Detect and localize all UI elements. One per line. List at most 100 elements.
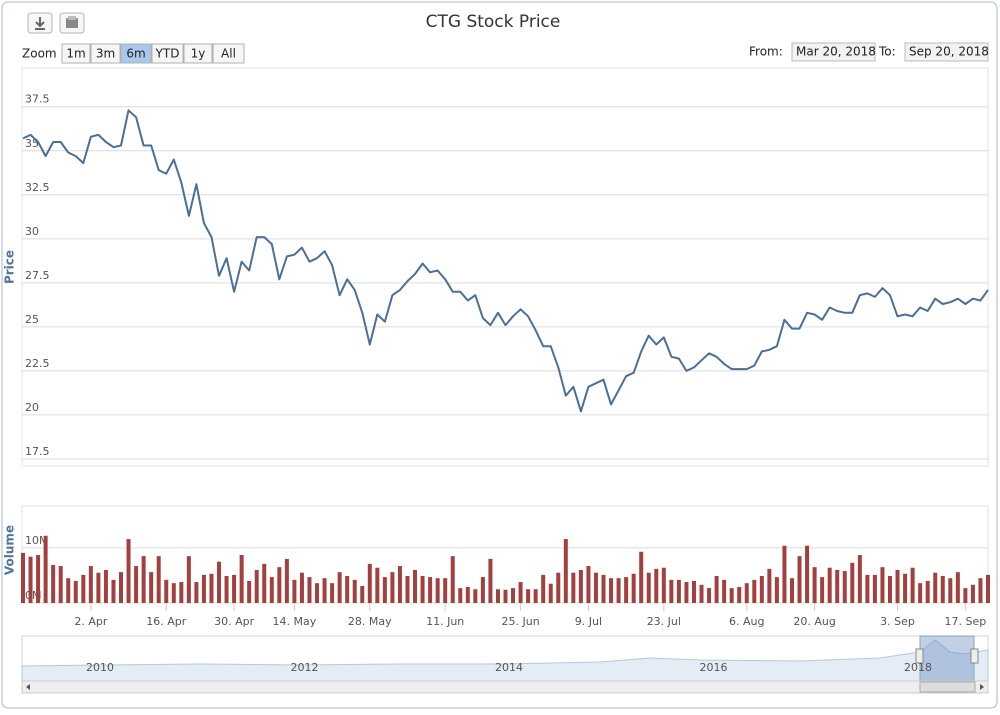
volume-bar — [910, 567, 915, 603]
x-tick-label: 14. May — [273, 615, 317, 628]
volume-bar — [963, 588, 968, 603]
volume-bar — [820, 577, 825, 603]
volume-bar — [978, 578, 983, 603]
volume-bar — [179, 582, 184, 603]
volume-bar — [511, 588, 516, 603]
x-tick-label: 30. Apr — [214, 615, 254, 628]
volume-bar — [307, 577, 312, 603]
to-input[interactable] — [904, 42, 989, 62]
volume-bar — [397, 566, 402, 603]
volume-bar — [254, 569, 259, 603]
volume-bar — [541, 574, 546, 603]
volume-bar — [81, 574, 86, 603]
volume-bar — [624, 577, 629, 603]
volume-bar — [367, 563, 372, 603]
range-button[interactable] — [120, 43, 152, 64]
volume-bar — [247, 580, 252, 603]
download-button[interactable] — [27, 12, 53, 34]
navigator-label: 2016 — [700, 661, 728, 674]
volume-bar — [450, 556, 455, 603]
volume-bar — [428, 577, 433, 603]
volume-bar — [164, 579, 169, 603]
from-label: From: — [749, 45, 783, 59]
volume-bar — [262, 563, 267, 603]
volume-bar — [299, 572, 304, 603]
volume-bar — [578, 569, 583, 603]
volume-bar — [722, 579, 727, 603]
print-button[interactable] — [59, 12, 85, 34]
volume-bar — [925, 580, 930, 603]
volume-bar — [141, 556, 146, 603]
x-tick-label: 23. Jul — [647, 615, 681, 628]
volume-bar — [752, 579, 757, 603]
volume-bar — [43, 535, 48, 603]
volume-bar — [895, 569, 900, 603]
zoom-label: Zoom — [22, 47, 57, 61]
range-button-label: 6m — [126, 47, 145, 61]
range-button[interactable] — [61, 43, 91, 64]
range-button-label: 1y — [191, 47, 206, 61]
volume-bar — [473, 589, 478, 603]
volume-bar — [352, 579, 357, 603]
volume-bar — [616, 578, 621, 603]
volume-bar — [639, 551, 644, 603]
volume-bar — [465, 587, 470, 603]
volume-bar — [96, 572, 101, 603]
volume-bar — [948, 578, 953, 603]
volume-bar — [156, 556, 161, 603]
range-button[interactable] — [90, 43, 121, 64]
volume-bar — [443, 578, 448, 603]
volume-bar — [955, 572, 960, 603]
volume-bar — [495, 589, 500, 603]
range-button-label: 1m — [66, 47, 85, 61]
range-button-label: YTD — [155, 47, 180, 61]
range-button[interactable] — [151, 43, 184, 64]
plot-area — [21, 67, 989, 467]
volume-bar — [186, 556, 191, 603]
volume-bar — [277, 567, 282, 603]
volume-bar — [201, 574, 206, 603]
chart-title: CTG Stock Price — [426, 12, 561, 32]
x-tick-label: 9. Jul — [575, 615, 602, 628]
volume-bar — [526, 589, 531, 603]
volume-bar — [269, 577, 274, 603]
y-tick-label: 22.5 — [25, 357, 50, 370]
volume-bar — [480, 577, 485, 603]
volume-bar — [857, 555, 862, 603]
volume-bar — [556, 572, 561, 603]
volume-bar — [134, 566, 139, 603]
navigator[interactable] — [21, 635, 989, 682]
volume-bar — [797, 556, 802, 603]
volume-bar — [586, 566, 591, 603]
from-input[interactable] — [791, 42, 876, 62]
volume-bar — [676, 579, 681, 603]
range-button[interactable] — [212, 43, 245, 64]
volume-bar — [789, 578, 794, 603]
to-value: Sep 20, 2018 — [909, 45, 989, 59]
volume-bar — [940, 575, 945, 603]
volume-bar — [631, 573, 636, 603]
y-tick-label: 17.5 — [25, 445, 50, 458]
volume-bar — [548, 583, 553, 603]
range-button[interactable] — [183, 43, 213, 64]
x-tick-label: 20. Aug — [793, 615, 835, 628]
volume-bar — [774, 577, 779, 603]
y-tick-label: 32.5 — [25, 181, 50, 194]
volume-bar — [812, 567, 817, 603]
x-tick-label: 28. May — [348, 615, 392, 628]
navigator-label: 2014 — [495, 661, 523, 674]
x-tick-label: 2. Apr — [74, 615, 107, 628]
volume-bar — [903, 573, 908, 603]
y-tick-label: 27.5 — [25, 269, 50, 282]
x-tick-label: 11. Jun — [426, 615, 464, 628]
y-tick-label: 10M — [25, 534, 49, 547]
volume-bar — [292, 579, 297, 603]
scrollbar[interactable] — [21, 680, 989, 694]
volume-bar — [714, 575, 719, 603]
volume-bar — [571, 572, 576, 603]
volume-bar — [21, 552, 25, 603]
volume-bar — [503, 589, 508, 603]
volume-bar — [458, 588, 463, 603]
x-tick-label: 3. Sep — [880, 615, 915, 628]
